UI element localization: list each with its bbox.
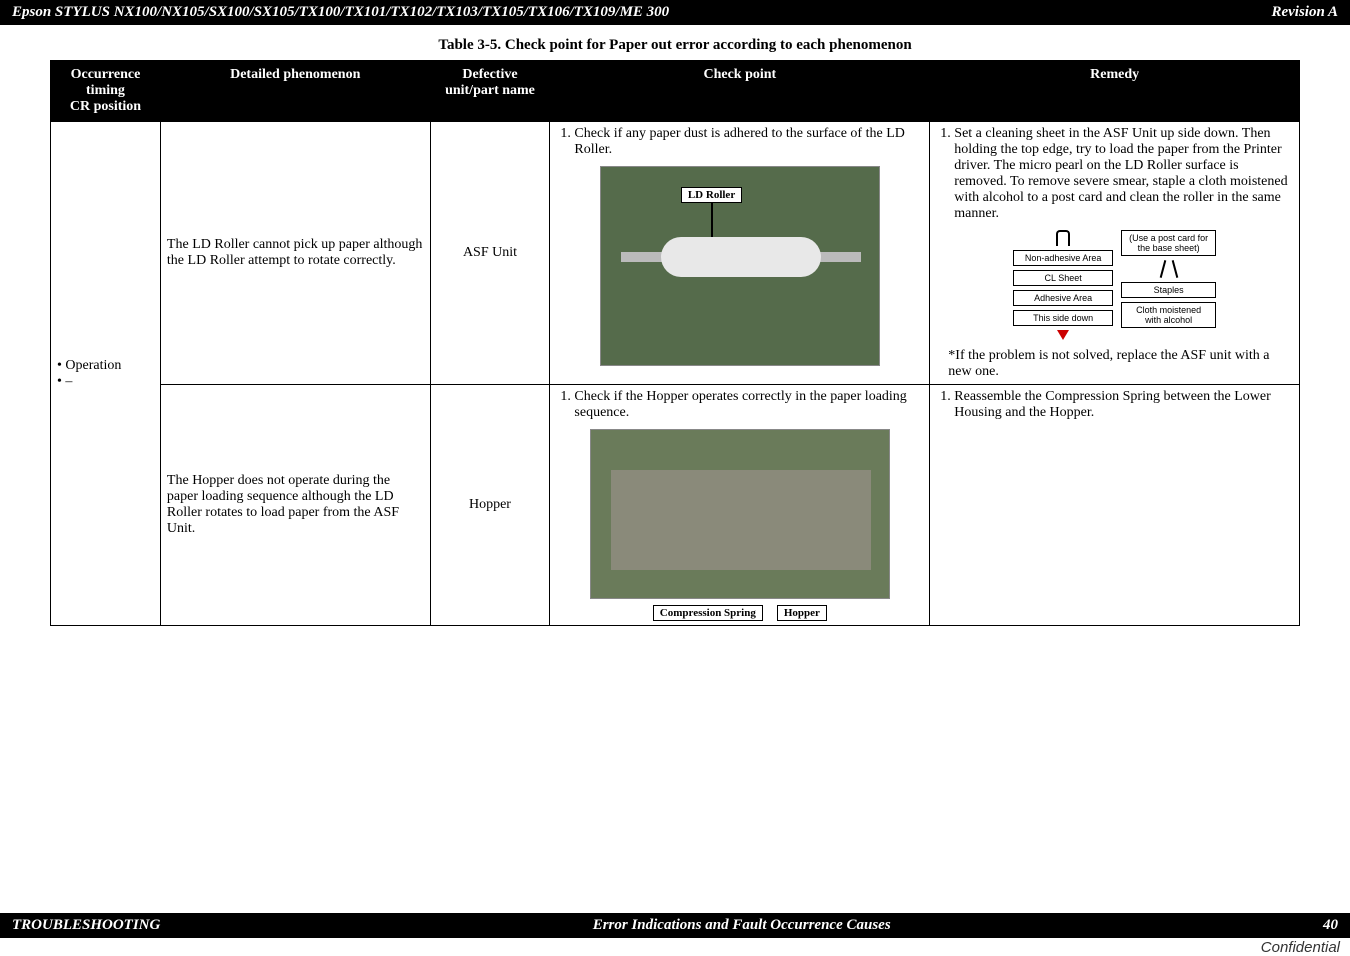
- label-ld-roller: LD Roller: [681, 187, 742, 203]
- diag-thisside: This side down: [1013, 310, 1113, 326]
- r2-photo: [590, 429, 890, 599]
- clip-icon: [1056, 230, 1070, 246]
- footer-left: TROUBLESHOOTING: [12, 917, 160, 934]
- th-occurrence: OccurrencetimingCR position: [51, 61, 161, 122]
- r2-remedy-text: Reassemble the Compression Spring betwee…: [954, 389, 1293, 421]
- label-hopper: Hopper: [777, 605, 827, 621]
- staple-icon: [1160, 260, 1178, 278]
- cell-r1-remedy: Set a cleaning sheet in the ASF Unit up …: [930, 122, 1300, 385]
- cell-r2-checkpoint: Check if the Hopper operates correctly i…: [550, 385, 930, 626]
- cell-r2-detailed: The Hopper does not operate during the p…: [160, 385, 430, 626]
- r1-photo: LD Roller: [600, 166, 880, 366]
- header-title-left: Epson STYLUS NX100/NX105/SX100/SX105/TX1…: [12, 4, 669, 21]
- cell-occurrence: • Operation• –: [51, 122, 161, 626]
- r1-remedy-footer: *If the problem is not solved, replace t…: [936, 348, 1293, 380]
- r1-check-text: Check if any paper dust is adhered to th…: [574, 126, 923, 158]
- roller-shape: [661, 237, 821, 277]
- header-bar: Epson STYLUS NX100/NX105/SX100/SX105/TX1…: [0, 0, 1350, 25]
- th-defective: Defectiveunit/part name: [430, 61, 550, 122]
- diag-staples: Staples: [1121, 282, 1216, 298]
- cell-r2-defective: Hopper: [430, 385, 550, 626]
- th-remedy: Remedy: [930, 61, 1300, 122]
- diag-postcard: (Use a post card for the base sheet): [1121, 230, 1216, 256]
- label-compression-spring: Compression Spring: [653, 605, 763, 621]
- diag-clsheet: CL Sheet: [1013, 270, 1113, 286]
- label-line-icon: [711, 203, 713, 237]
- cell-r1-checkpoint: Check if any paper dust is adhered to th…: [550, 122, 930, 385]
- footer-right: 40: [1323, 917, 1338, 934]
- base-shape: [611, 470, 871, 570]
- cell-r1-detailed: The LD Roller cannot pick up paper altho…: [160, 122, 430, 385]
- confidential-label: Confidential: [1261, 939, 1340, 956]
- diag-nonadhesive: Non-adhesive Area: [1013, 250, 1113, 266]
- th-detailed: Detailed phenomenon: [160, 61, 430, 122]
- diag-adhesive: Adhesive Area: [1013, 290, 1113, 306]
- table-caption: Table 3-5. Check point for Paper out err…: [0, 37, 1350, 54]
- th-checkpoint: Check point: [550, 61, 930, 122]
- cell-r2-remedy: Reassemble the Compression Spring betwee…: [930, 385, 1300, 626]
- r2-check-text: Check if the Hopper operates correctly i…: [574, 389, 923, 421]
- arrow-down-icon: [1057, 330, 1069, 340]
- cell-r1-defective: ASF Unit: [430, 122, 550, 385]
- diag-cloth: Cloth moistened with alcohol: [1121, 302, 1216, 328]
- footer-bar: TROUBLESHOOTING Error Indications and Fa…: [0, 913, 1350, 938]
- r1-remedy-text: Set a cleaning sheet in the ASF Unit up …: [954, 126, 1293, 222]
- header-title-right: Revision A: [1271, 4, 1338, 21]
- cleaning-diagram: Non-adhesive Area CL Sheet Adhesive Area…: [936, 230, 1293, 340]
- troubleshoot-table: OccurrencetimingCR position Detailed phe…: [50, 60, 1300, 626]
- footer-center: Error Indications and Fault Occurrence C…: [593, 917, 891, 934]
